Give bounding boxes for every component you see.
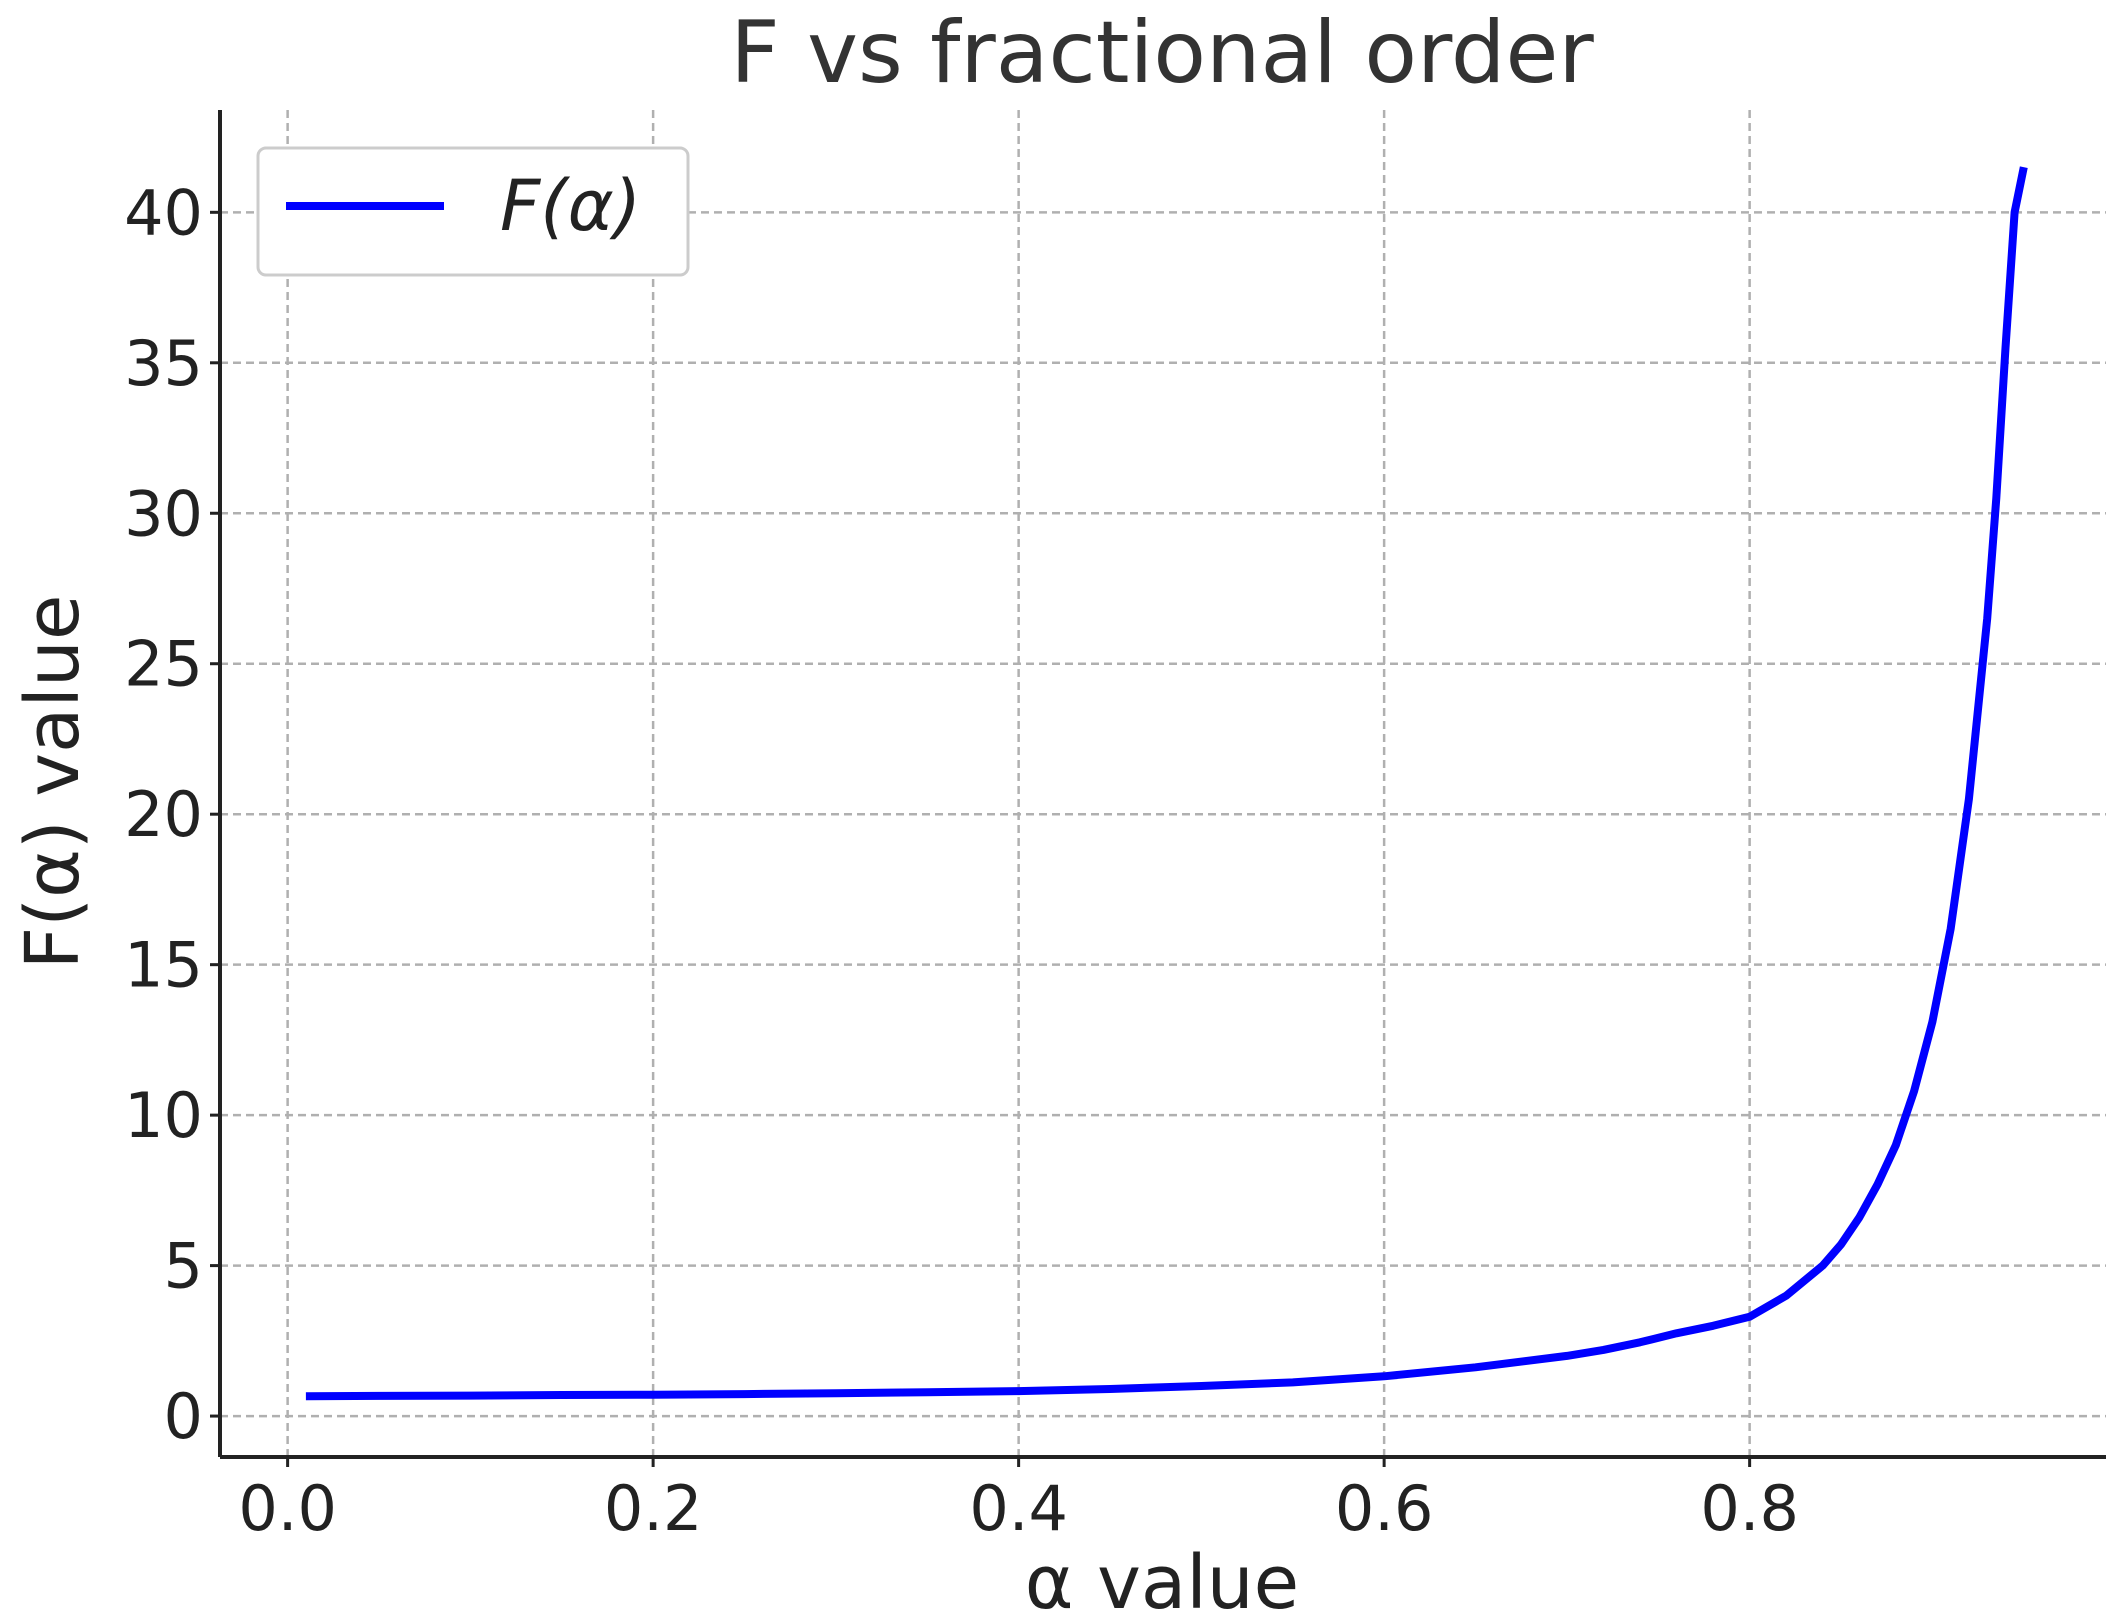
chart-title: F vs fractional order bbox=[730, 3, 1594, 103]
legend-label: F(α) bbox=[500, 165, 641, 247]
y-tick-label: 15 bbox=[124, 929, 203, 1002]
axes bbox=[218, 110, 2106, 1459]
x-tick-label: 0.4 bbox=[969, 1472, 1068, 1545]
ticks: 0.0 0.2 0.4 0.6 0.8 0 5 10 15 20 25 30 35 40 bbox=[124, 176, 1799, 1545]
x-axis-label: α value bbox=[1025, 1540, 1299, 1609]
y-axis-label: F(α) value bbox=[10, 595, 96, 970]
series-line bbox=[305, 166, 2028, 1401]
x-tick-label: 0.2 bbox=[604, 1472, 703, 1545]
grid bbox=[220, 110, 2106, 1457]
x-tick-label: 0.8 bbox=[1700, 1472, 1799, 1545]
y-tick-label: 35 bbox=[124, 327, 203, 400]
legend-box bbox=[256, 146, 690, 277]
y-tick-label: 10 bbox=[124, 1079, 203, 1152]
y-tick-label: 5 bbox=[164, 1230, 203, 1303]
y-tick-label: 30 bbox=[124, 477, 203, 550]
x-tick-label: 0.0 bbox=[238, 1472, 337, 1545]
x-tick-label: 0.6 bbox=[1335, 1472, 1434, 1545]
series-layer bbox=[305, 166, 2028, 1401]
y-tick-label: 0 bbox=[164, 1380, 203, 1453]
y-tick-label: 40 bbox=[124, 176, 203, 249]
legend: F(α) bbox=[256, 146, 690, 277]
y-tick-label: 25 bbox=[124, 628, 203, 701]
y-tick-label: 20 bbox=[124, 778, 203, 851]
